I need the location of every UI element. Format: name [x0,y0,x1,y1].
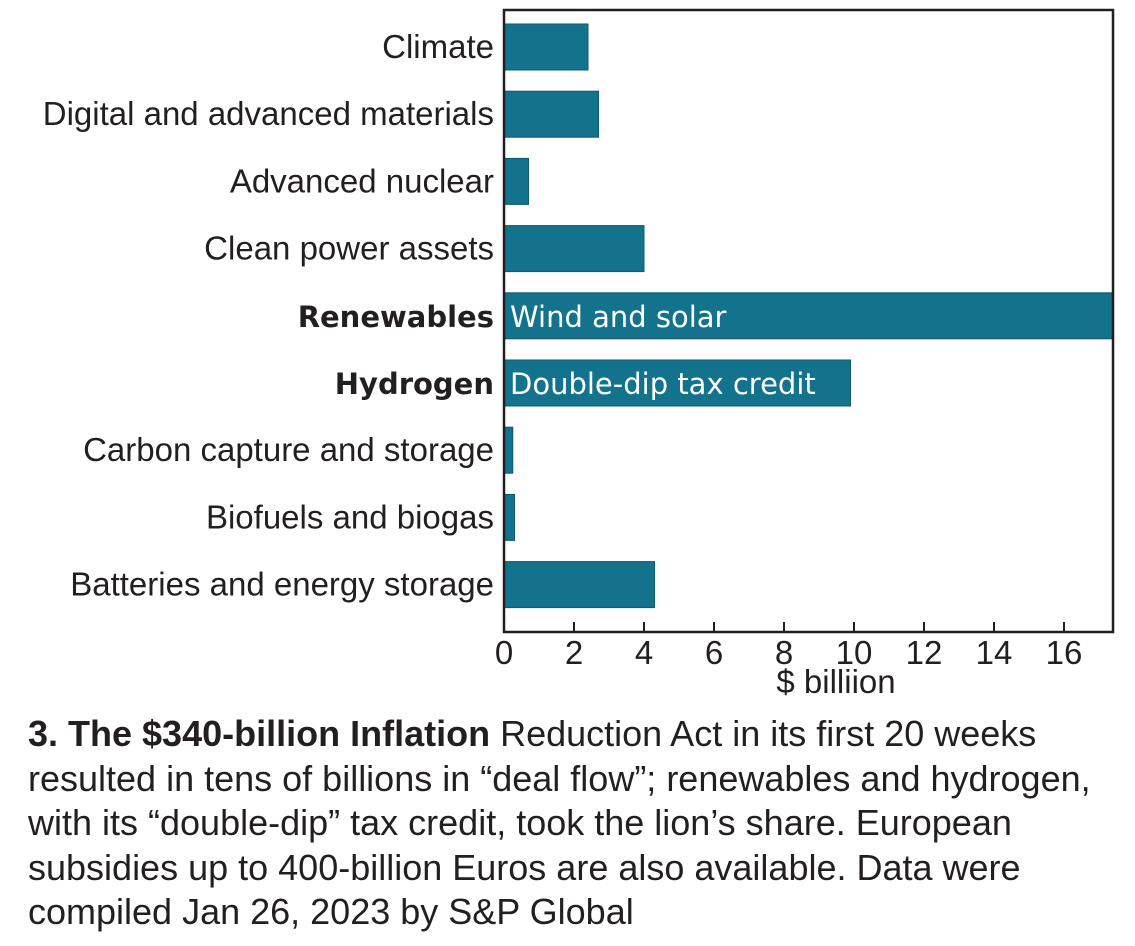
figure-caption: 3. The $340-billion Inflation Reduction … [28,712,1123,935]
caption-lead: 3. The $340-billion Inflation [28,713,491,754]
bar-clean-power-assets [503,225,645,273]
x-tick-label: 4 [635,634,653,671]
bar-climate [503,23,589,71]
bar-annotation: Wind and solar [510,300,727,334]
bar-advanced-nuclear [503,157,529,205]
bar-batteries-and-energy-storage [503,561,655,609]
x-tick-label: 8 [775,634,793,671]
bar-carbon-capture-and-storage [503,426,514,474]
x-tick-label: 0 [495,634,513,671]
category-label: Biofuels and biogas [206,498,494,535]
category-label: Advanced nuclear [230,162,494,199]
bar-digital-and-advanced-materials [503,90,599,138]
category-label: Digital and advanced materials [43,95,494,132]
bar-chart: Wind and solar Double-dip tax credit Clim… [43,8,1115,700]
category-labels: Climate Digital and advanced materials Adv… [43,28,494,603]
x-tick-label: 6 [705,634,723,671]
x-tick-label: 14 [976,634,1013,671]
x-tick-label: 16 [1046,634,1083,671]
category-label: Clean power assets [204,230,494,267]
category-label: Renewables [298,300,494,334]
category-label: Climate [382,28,494,65]
caption-text: Reduction Act in its first 20 weeks resu… [28,713,1091,932]
x-axis-title: $ billiion [776,663,895,700]
x-axis-ticks: 0 2 4 6 8 10 12 14 16 [495,622,1083,671]
x-tick-label: 2 [565,634,583,671]
category-label: Batteries and energy storage [70,566,494,603]
category-label: Carbon capture and storage [83,431,494,468]
plot-frame [502,8,1115,634]
x-tick-label: 12 [906,634,943,671]
category-label: Hydrogen [335,367,494,401]
bar-annotation: Double-dip tax credit [510,367,816,401]
bar-biofuels-and-biogas [503,493,515,541]
x-tick-label: 10 [836,634,873,671]
bars-layer: Wind and solar Double-dip tax credit [503,23,1114,609]
bar-hydrogen [503,359,851,407]
bar-renewables [503,292,1114,340]
